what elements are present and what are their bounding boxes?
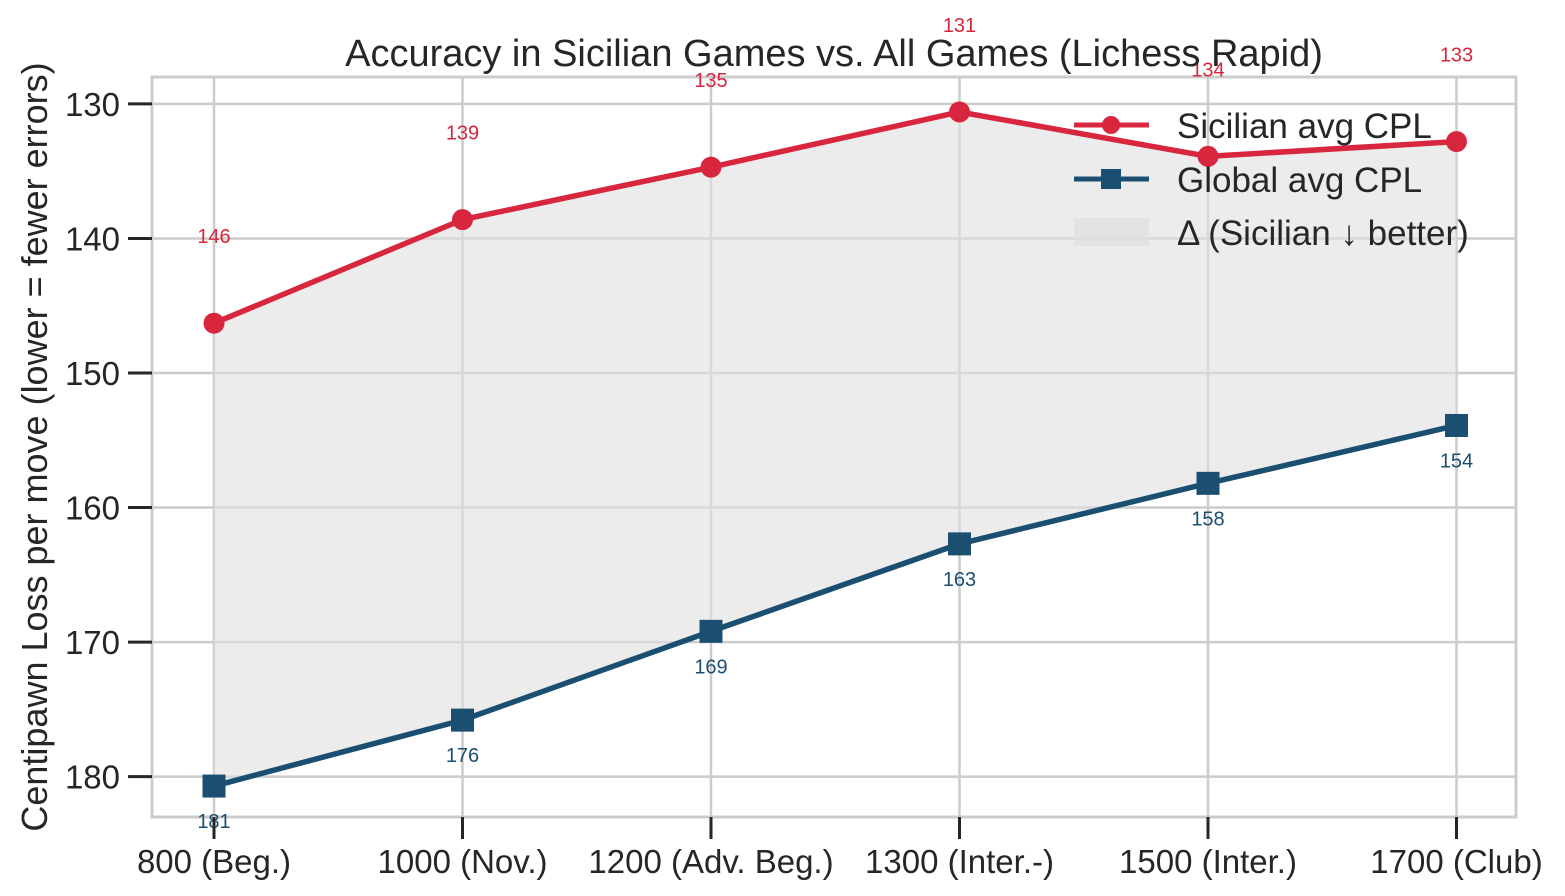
series-line-1 [213, 422, 1458, 789]
data-point-sicilian [203, 312, 225, 334]
data-point-global [202, 774, 226, 798]
data-point-sicilian [700, 156, 722, 178]
y-tick-label: 180 [65, 759, 120, 796]
chart-title: Accuracy in Sicilian Games vs. All Games… [345, 33, 1323, 75]
legend-label-global: Global avg CPL [1177, 161, 1422, 200]
data-label: 131 [943, 15, 976, 37]
x-tick-label: 1500 (Inter.) [1119, 843, 1297, 880]
y-tick-label: 150 [65, 355, 120, 392]
legend-label-delta: Δ (Sicilian ↓ better) [1177, 214, 1469, 253]
delta-fill [214, 111, 1457, 787]
legend-swatch-delta [1074, 218, 1149, 246]
y-axis-label: Centipawn Loss per move (lower = fewer e… [14, 62, 55, 831]
series-line-0 [212, 109, 1457, 326]
data-label: 154 [1440, 450, 1473, 472]
data-label: 134 [1191, 59, 1224, 81]
data-label: 146 [197, 226, 230, 248]
legend-marker-global [1101, 169, 1121, 189]
x-tick-label: 800 (Beg.) [137, 843, 291, 880]
data-label: 139 [446, 123, 479, 145]
delta-fill-area [214, 111, 1457, 787]
data-point-sicilian [949, 101, 970, 123]
data-label: 163 [943, 569, 976, 591]
legend-label-sicilian: Sicilian avg CPL [1177, 107, 1432, 146]
plot-frame [150, 75, 1518, 819]
data-label: 169 [694, 656, 727, 678]
data-point-global [948, 532, 971, 556]
legend-marker-sicilian [1102, 116, 1120, 134]
data-label: 133 [1440, 45, 1473, 67]
data-label: 158 [1191, 508, 1224, 530]
data-label: 135 [694, 70, 727, 92]
x-tick-label: 1300 (Inter.-) [865, 843, 1054, 880]
x-tick-label: 1000 (Nov.) [378, 843, 548, 880]
y-tick-label: 170 [65, 624, 120, 661]
x-tick-label: 1200 (Adv. Beg.) [588, 843, 833, 880]
legend: Sicilian avg CPL Global avg CPL Δ (Sicil… [1074, 107, 1469, 253]
data-point-global [1196, 471, 1220, 495]
y-tick-label: 130 [65, 86, 120, 123]
y-tick-label: 140 [65, 220, 120, 257]
y-tick-label: 160 [65, 490, 120, 527]
data-label: 176 [446, 745, 479, 767]
data-point-global [699, 619, 723, 643]
data-point-global [451, 708, 474, 732]
data-point-sicilian [1197, 145, 1219, 167]
x-axis-ticks: 800 (Beg.) 1000 (Nov.) 1200 (Adv. Beg.) 130… [137, 817, 1543, 880]
data-point-sicilian [452, 209, 473, 231]
series-layer [202, 101, 1468, 798]
x-tick-label: 1700 (Club) [1370, 843, 1542, 880]
data-point-global [1445, 413, 1468, 437]
data-point-sicilian [1446, 131, 1467, 153]
y-axis-ticks: 130 140 150 160 170 180 [65, 86, 152, 796]
